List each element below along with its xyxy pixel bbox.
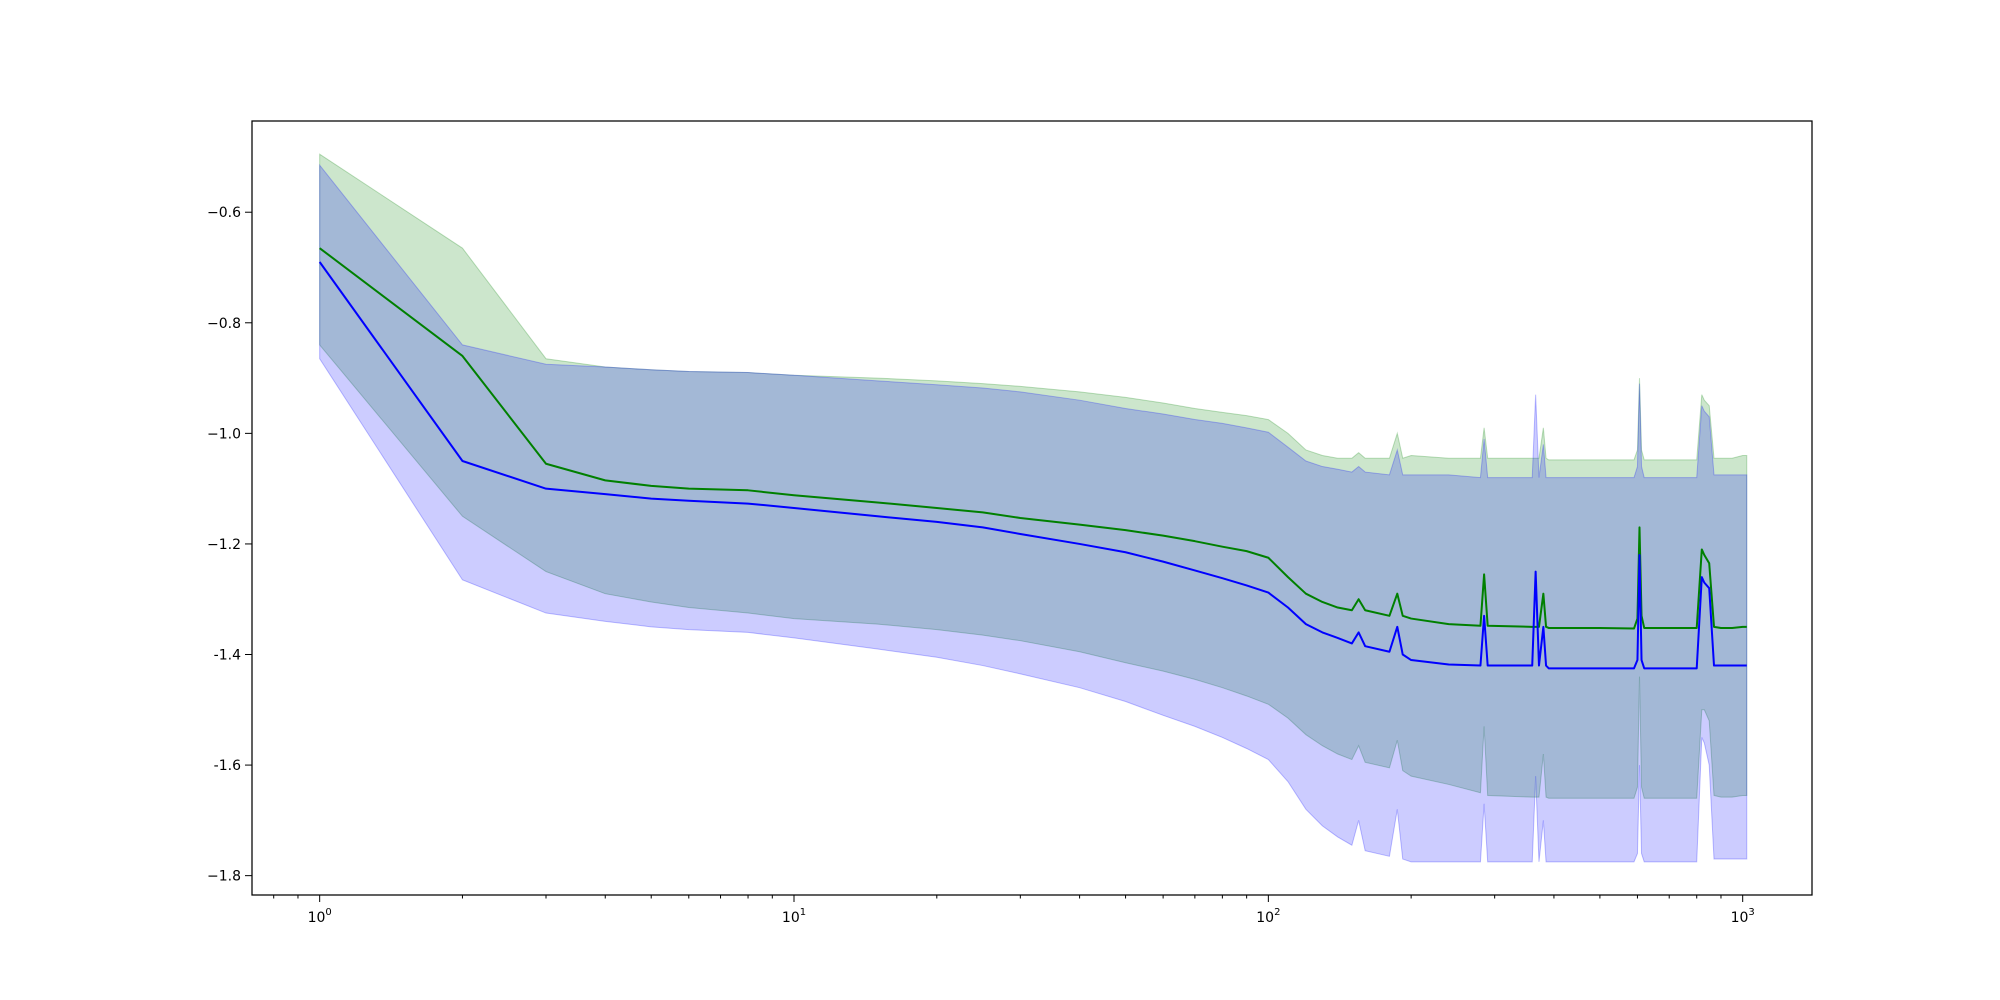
y-tick-label: −0.6 — [207, 205, 241, 221]
y-tick-label: −0.8 — [207, 316, 241, 332]
x-tick-label: 100 — [308, 907, 332, 926]
series-2-band — [319, 163, 1748, 863]
series-lines — [318, 247, 1747, 670]
confidence-bands — [319, 153, 1748, 863]
series-1-band — [319, 153, 1748, 799]
y-tick-label: -1.4 — [214, 648, 241, 664]
y-axis: −0.6 −0.8 −1.0 −1.2 -1.4 -1.6 −1.8 — [207, 205, 252, 885]
series-2-line — [318, 261, 1747, 670]
series-1-line — [319, 247, 1747, 630]
plot-area — [318, 153, 1748, 863]
y-tick-label: −1.0 — [207, 426, 241, 442]
axes-frame — [251, 120, 1813, 896]
y-tick-label: -1.6 — [214, 758, 241, 774]
x-tick-label: 102 — [1256, 907, 1280, 926]
x-tick-label: 101 — [782, 907, 806, 926]
y-tick-label: −1.2 — [207, 537, 241, 553]
y-tick-label: −1.8 — [207, 869, 241, 885]
x-tick-label: 103 — [1731, 907, 1755, 926]
x-axis: 100 101 102 103 — [273, 895, 1755, 926]
